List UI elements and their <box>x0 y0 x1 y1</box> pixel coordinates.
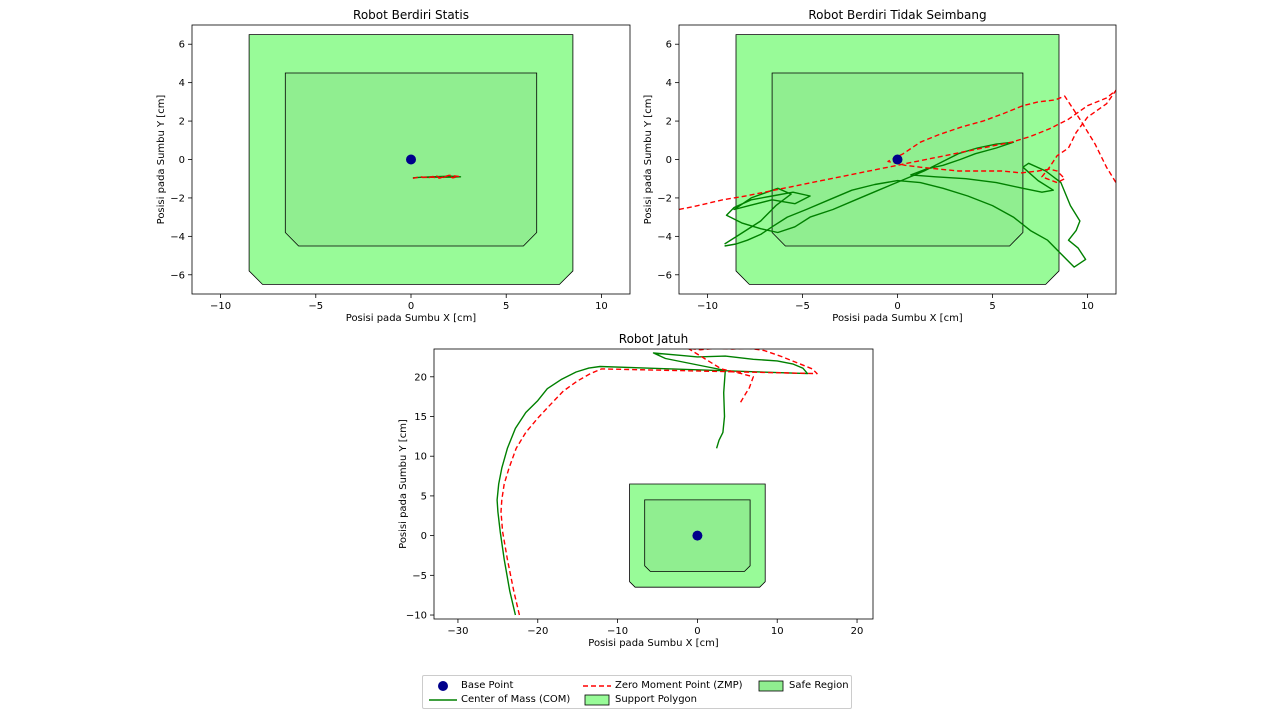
chart-title: Robot Berdiri Statis <box>353 8 469 22</box>
y-tick-label: −2 <box>170 193 185 204</box>
zmp-line <box>412 174 460 180</box>
y-tick-label: 0 <box>421 531 427 542</box>
y-tick-label: 4 <box>666 78 672 89</box>
y-tick-label: −2 <box>657 193 672 204</box>
x-tick-label: 0 <box>894 301 900 312</box>
com-line <box>496 352 809 616</box>
legend-label-zmp: Zero Moment Point (ZMP) <box>615 680 743 691</box>
y-tick-label: 6 <box>666 40 672 51</box>
zmp-line <box>500 349 818 616</box>
x-tick-label: 5 <box>989 301 995 312</box>
chart-title: Robot Jatuh <box>619 332 688 346</box>
x-tick-label: 10 <box>595 301 608 312</box>
y-tick-label: −4 <box>657 232 672 243</box>
base-point-marker <box>692 530 703 541</box>
safe-region-patch-icon <box>758 680 784 692</box>
x-tick-label: −5 <box>795 301 810 312</box>
plot-robot-statis: −10 −5 0 5 10 −6 −4 −2 0 2 4 6 Robot Berdiri Statis P… <box>156 8 631 324</box>
plot-robot-jatuh: −30 −20 −10 0 10 20 −10 −5 0 5 10 15 20 Robot Jatuh Po… <box>398 332 874 649</box>
axes-frame <box>433 348 874 620</box>
y-tick-label: −6 <box>170 270 185 281</box>
x-tick-label: −20 <box>527 626 548 637</box>
x-tick-label: 0 <box>694 626 700 637</box>
y-axis-label: Posisi pada Sumbu Y [cm] <box>398 419 409 549</box>
chart-title: Robot Berdiri Tidak Seimbang <box>808 8 986 22</box>
y-tick-label: 0 <box>666 155 672 166</box>
com-line-icon <box>429 699 457 701</box>
x-tick-label: −5 <box>308 301 323 312</box>
y-tick-label: −10 <box>406 611 427 622</box>
y-axis-label: Posisi pada Sumbu Y [cm] <box>156 95 167 225</box>
plot-area <box>679 34 1116 285</box>
y-tick-label: 2 <box>666 117 672 128</box>
zmp-line-icon <box>583 685 611 687</box>
zmp-line <box>679 89 1116 211</box>
legend: Base Point Center of Mass (COM) Zero Mom… <box>422 675 852 709</box>
x-tick-label: −10 <box>697 301 718 312</box>
x-axis-label: Posisi pada Sumbu X [cm] <box>832 313 963 324</box>
y-tick-label: 20 <box>414 372 427 383</box>
y-tick-label: 15 <box>414 412 427 423</box>
y-tick-label: 10 <box>414 452 427 463</box>
plot-area <box>496 349 818 616</box>
x-tick-label: 0 <box>408 301 414 312</box>
plot-robot-tidak-seimbang: −10 −5 0 5 10 −6 −4 −2 0 2 4 6 Robot Berdiri Tidak S… <box>643 8 1117 324</box>
base-point-marker <box>406 154 416 165</box>
plot-area <box>248 34 574 285</box>
y-axis-label: Posisi pada Sumbu Y [cm] <box>643 95 654 225</box>
y-tick-label: 4 <box>179 78 185 89</box>
y-tick-label: 2 <box>179 117 185 128</box>
y-tick-label: 6 <box>179 40 185 51</box>
x-axis-label: Posisi pada Sumbu X [cm] <box>346 313 477 324</box>
y-tick-label: −6 <box>657 270 672 281</box>
support-polygon-patch-icon <box>584 694 610 706</box>
x-tick-label: −10 <box>210 301 231 312</box>
x-tick-label: 10 <box>1081 301 1094 312</box>
x-tick-label: 5 <box>503 301 509 312</box>
y-tick-label: 0 <box>179 155 185 166</box>
com-line <box>724 141 1087 268</box>
y-tick-label: −5 <box>412 571 427 582</box>
legend-label-base-point: Base Point <box>461 680 514 691</box>
legend-label-safe-region: Safe Region <box>789 680 849 691</box>
base-point-marker <box>892 154 903 165</box>
x-tick-label: −30 <box>447 626 468 637</box>
x-tick-label: 10 <box>771 626 784 637</box>
x-axis-label: Posisi pada Sumbu X [cm] <box>588 638 719 649</box>
base-point-marker-icon <box>438 681 448 691</box>
legend-label-com: Center of Mass (COM) <box>461 694 571 705</box>
y-tick-label: 5 <box>421 491 427 502</box>
x-tick-label: 20 <box>851 626 864 637</box>
x-tick-label: −10 <box>607 626 628 637</box>
legend-label-support-polygon: Support Polygon <box>615 694 698 705</box>
y-tick-label: −4 <box>170 232 185 243</box>
